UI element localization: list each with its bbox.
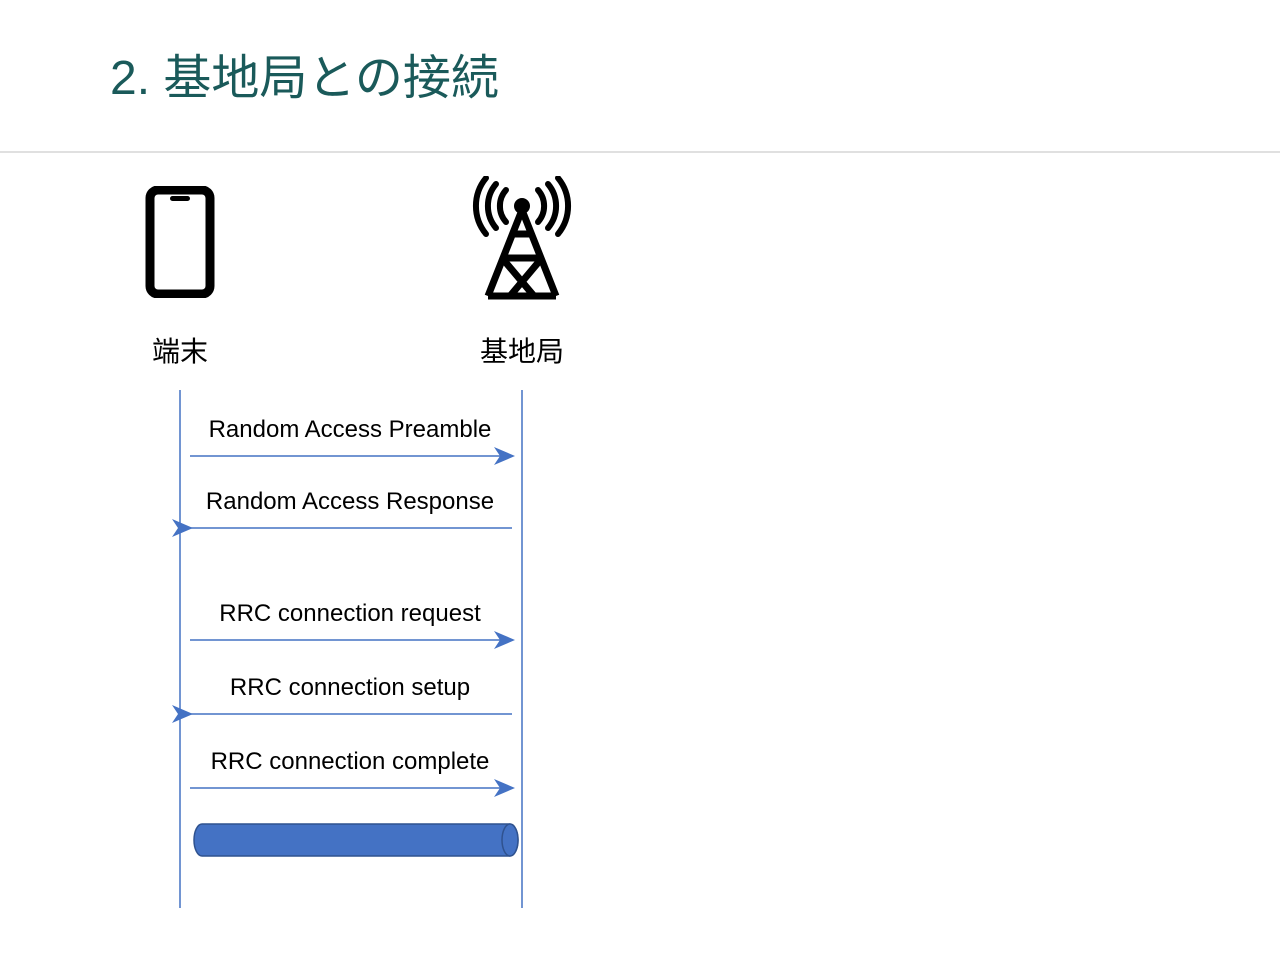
phone-icon: [144, 186, 216, 303]
msg-label-2: RRC connection request: [190, 600, 510, 628]
msg-label-0: Random Access Preamble: [190, 416, 510, 444]
base-station-label: 基地局: [462, 330, 582, 370]
tower-icon: [462, 176, 582, 305]
sequence-diagram: [0, 0, 1280, 960]
terminal-label: 端末: [130, 330, 230, 370]
msg-label-3: RRC connection setup: [190, 674, 510, 702]
msg-label-4: RRC connection complete: [190, 748, 510, 776]
msg-label-1: Random Access Response: [190, 488, 510, 516]
